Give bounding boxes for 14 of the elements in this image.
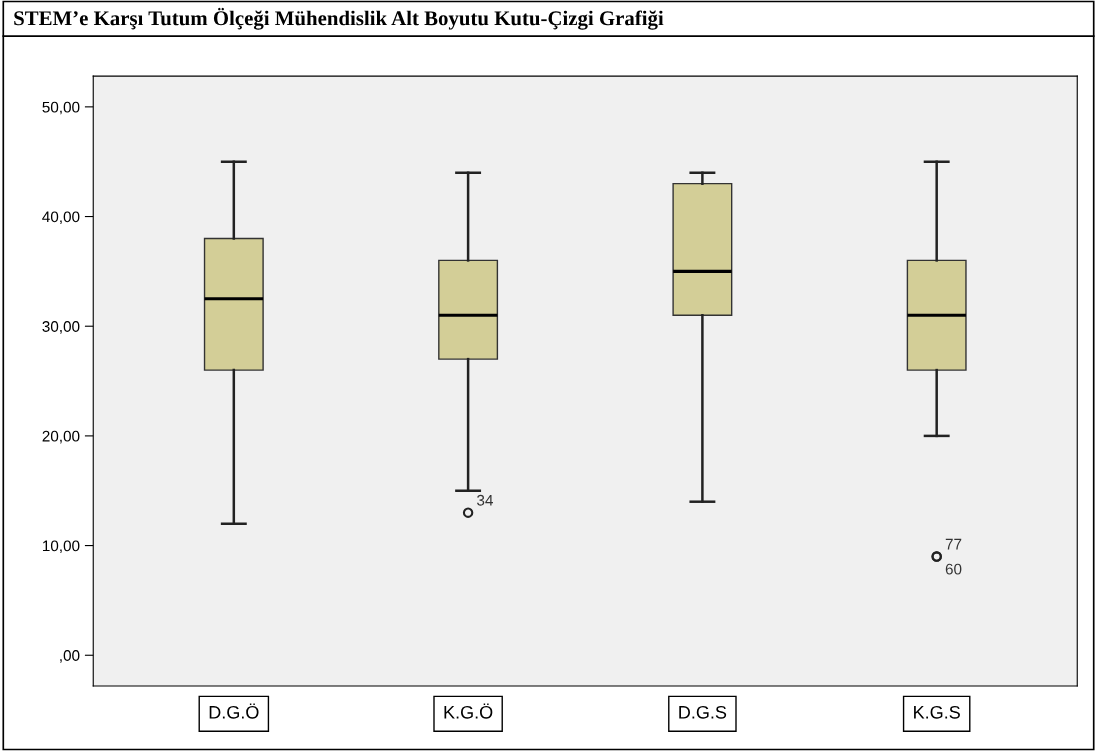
y-tick-label: 50,00 [42, 101, 80, 115]
y-tick-label: 20,00 [42, 430, 80, 444]
x-tick-label: D.G.Ö [209, 703, 259, 719]
annotation: 34 [477, 494, 493, 506]
x-tick-label: D.G.S [679, 705, 727, 719]
x-tick-label: K.G.Ö [444, 703, 493, 719]
y-tick-label: 10,00 [42, 540, 80, 554]
chart-title: STEM’e Karşı Tutum Ölçeği Mühendislik Alt Boyutu Kutu-Çizgi Grafiği [14, 7, 664, 30]
x-tick-label: K.G.S [914, 705, 960, 719]
y-tick-label: 30,00 [42, 321, 80, 334]
annotation: 77 [945, 538, 962, 550]
y-tick-label: 40,00 [42, 211, 80, 225]
annotation: 60 [945, 563, 962, 575]
y-tick-label: ,00 [60, 650, 80, 663]
